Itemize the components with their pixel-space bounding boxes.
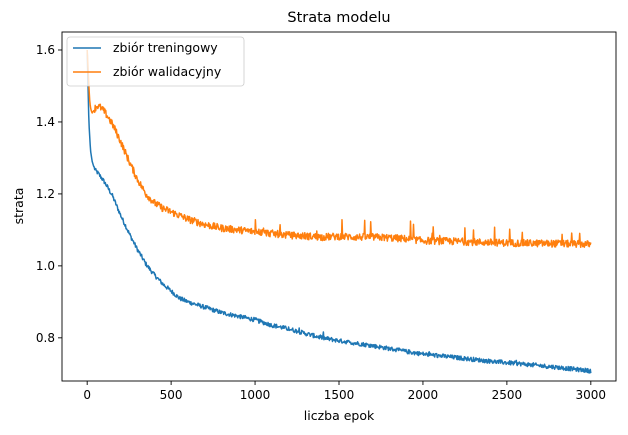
chart-title: Strata modelu (287, 10, 390, 26)
legend-box (66, 36, 245, 87)
x-axis-ticks: 0 500 1000 1500 2000 2500 3000 (83, 381, 606, 402)
legend-label-validation: zbiór walidacyjny (113, 64, 222, 79)
legend: zbiór treningowy zbiór walidacyjny (66, 36, 245, 87)
y-axis-title: strata (11, 188, 26, 225)
y-tick-label: 1.2 (36, 187, 55, 201)
x-axis-title: liczba epok (304, 408, 375, 423)
y-tick-label: 1.0 (36, 259, 55, 273)
legend-label-train: zbiór treningowy (113, 40, 218, 55)
x-tick-label: 2000 (408, 388, 439, 402)
series-layer (86, 49, 592, 374)
x-tick-label: 1500 (324, 388, 355, 402)
x-tick-label: 2500 (492, 388, 523, 402)
x-tick-label: 0 (83, 388, 91, 402)
y-axis-ticks: 0.8 1.0 1.2 1.4 1.6 (36, 43, 62, 345)
x-tick-label: 1000 (240, 388, 271, 402)
train-loss-line (86, 49, 592, 374)
validation-loss-line (86, 49, 592, 249)
y-tick-label: 1.6 (36, 43, 55, 57)
x-tick-label: 3000 (576, 388, 607, 402)
y-tick-label: 0.8 (36, 331, 55, 345)
y-tick-label: 1.4 (36, 115, 55, 129)
x-tick-label: 500 (160, 388, 183, 402)
